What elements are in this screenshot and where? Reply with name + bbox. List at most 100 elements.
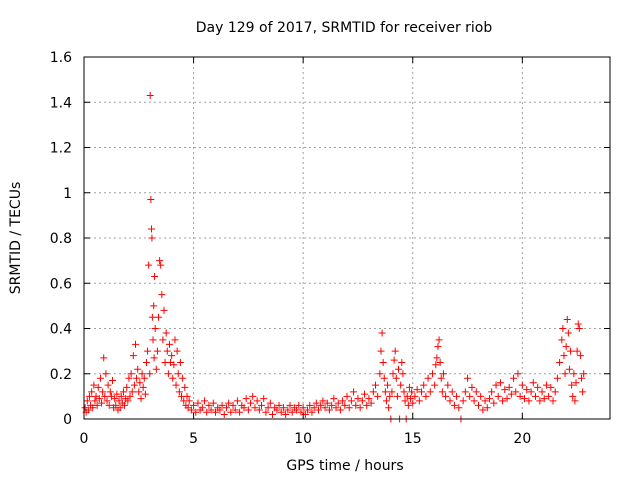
data-point xyxy=(559,325,567,332)
data-point xyxy=(209,399,217,407)
data-point xyxy=(240,404,248,412)
data-point xyxy=(123,383,131,391)
data-point xyxy=(93,401,101,409)
data-point xyxy=(150,302,158,310)
data-point xyxy=(222,404,230,412)
data-point xyxy=(565,365,573,373)
data-point xyxy=(198,404,206,412)
grid xyxy=(84,57,610,419)
data-point xyxy=(516,392,524,400)
data-point xyxy=(262,408,270,416)
data-point xyxy=(444,381,452,389)
data-point xyxy=(514,370,522,378)
data-point xyxy=(464,374,472,382)
data-point xyxy=(437,374,445,382)
data-point xyxy=(490,399,498,407)
data-point xyxy=(83,397,91,405)
data-point xyxy=(317,401,325,409)
data-point xyxy=(101,392,109,400)
data-point xyxy=(277,408,285,416)
data-point xyxy=(345,404,353,412)
data-point xyxy=(279,404,287,412)
data-point xyxy=(424,374,432,382)
data-point xyxy=(397,381,405,389)
data-point xyxy=(339,397,347,405)
data-point xyxy=(420,381,428,389)
data-point xyxy=(361,390,369,398)
data-point xyxy=(439,370,447,378)
data-point xyxy=(466,392,474,400)
data-point xyxy=(233,397,241,405)
data-point xyxy=(354,395,362,403)
data-point xyxy=(308,408,316,416)
data-point xyxy=(468,383,476,391)
data-point xyxy=(227,408,235,416)
data-point xyxy=(98,399,106,407)
data-point xyxy=(96,374,104,382)
data-point xyxy=(470,397,478,405)
data-point xyxy=(119,388,127,396)
data-point xyxy=(89,404,97,412)
data-point xyxy=(85,392,93,400)
data-point xyxy=(436,358,444,366)
data-point xyxy=(388,388,396,396)
data-point xyxy=(560,352,568,360)
data-point xyxy=(369,388,377,396)
data-point xyxy=(374,392,382,400)
data-point xyxy=(538,388,546,396)
data-point xyxy=(146,91,154,99)
data-point xyxy=(382,397,390,405)
data-point xyxy=(295,401,303,409)
x-axis-label: GPS time / hours xyxy=(286,458,403,474)
y-axis: 0 0.2 0.4 0.6 0.8 1 1.2 1.4 1.6 xyxy=(50,50,610,428)
data-point xyxy=(162,329,170,337)
data-point xyxy=(435,336,443,344)
data-point xyxy=(377,347,385,355)
data-point xyxy=(113,390,121,398)
data-point xyxy=(321,404,329,412)
data-point xyxy=(149,336,157,344)
x-tick-label: 15 xyxy=(404,431,422,447)
data-point xyxy=(201,397,209,405)
data-point xyxy=(472,388,480,396)
data-point xyxy=(151,272,159,280)
data-point xyxy=(398,358,406,366)
data-point xyxy=(147,196,155,204)
data-point xyxy=(95,395,103,403)
data-point xyxy=(492,381,500,389)
data-point xyxy=(108,377,116,385)
data-point xyxy=(176,358,184,366)
data-point xyxy=(216,406,224,414)
data-point xyxy=(284,406,292,414)
data-point xyxy=(365,395,373,403)
data-point xyxy=(185,397,193,405)
data-point xyxy=(556,358,564,366)
data-point xyxy=(385,404,393,412)
data-point xyxy=(540,395,548,403)
data-point xyxy=(580,370,588,378)
data-point xyxy=(358,397,366,405)
data-point xyxy=(145,261,153,269)
data-point xyxy=(569,392,577,400)
data-point xyxy=(148,225,156,233)
data-point xyxy=(371,381,379,389)
data-point xyxy=(153,347,161,355)
data-point xyxy=(350,388,358,396)
data-point xyxy=(545,392,553,400)
y-axis-label: SRMTID / TECUs xyxy=(8,182,24,295)
data-point xyxy=(117,392,125,400)
data-point xyxy=(288,408,296,416)
data-point xyxy=(485,395,493,403)
data-point xyxy=(183,392,191,400)
y-tick-label: 0 xyxy=(63,412,72,428)
data-point xyxy=(399,370,407,378)
y-tick-label: 1.4 xyxy=(50,95,72,111)
data-point xyxy=(158,291,166,299)
y-tick-label: 1.2 xyxy=(50,141,72,157)
data-point xyxy=(575,325,583,332)
data-point xyxy=(247,399,255,407)
data-point xyxy=(448,388,456,396)
data-point xyxy=(273,406,281,414)
data-point xyxy=(347,397,355,405)
